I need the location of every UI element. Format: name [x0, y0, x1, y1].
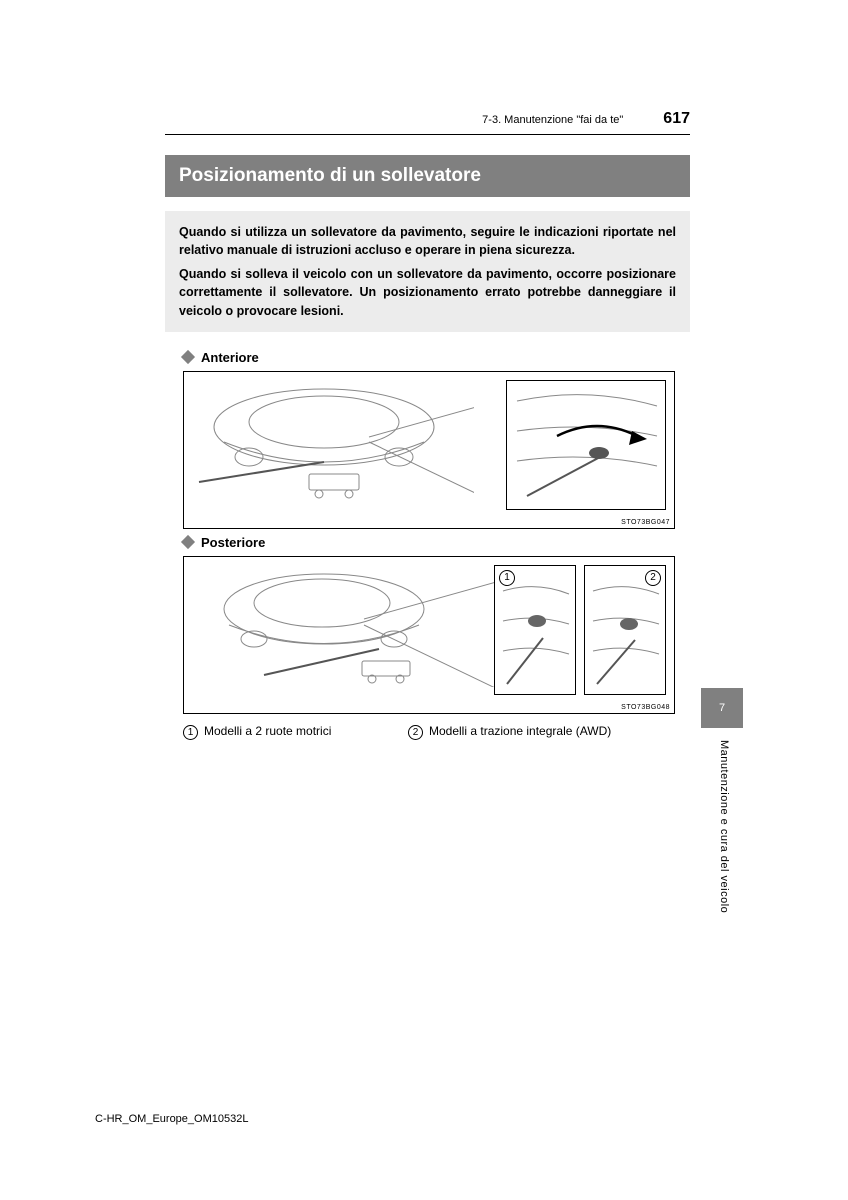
intro-paragraph-1: Quando si utilizza un sollevatore da pav…: [179, 223, 676, 259]
side-section-label: Manutenzione e cura del veicolo: [718, 740, 730, 913]
intro-box: Quando si utilizza un sollevatore da pav…: [165, 211, 690, 332]
diamond-icon: [181, 535, 195, 549]
car-front-illustration: [194, 382, 474, 502]
page-number: 617: [663, 110, 690, 128]
page-content: 7-3. Manutenzione "fai da te" 617 Posizi…: [165, 110, 690, 740]
intro-paragraph-2: Quando si solleva il veicolo con un soll…: [179, 265, 676, 319]
subhead-rear-label: Posteriore: [201, 535, 265, 550]
legend-item-1: 1 Modelli a 2 ruote motrici: [183, 724, 398, 740]
subhead-front-label: Anteriore: [201, 350, 259, 365]
legend-num-1: 1: [183, 725, 198, 740]
legend-item-2: 2 Modelli a trazione integrale (AWD): [408, 724, 658, 740]
inset-front-detail: [507, 381, 667, 511]
side-tab: 7: [701, 688, 743, 728]
callout-badge-2: 2: [645, 570, 661, 586]
car-rear-illustration: [194, 567, 494, 687]
inset-front: [506, 380, 666, 510]
page-title: Posizionamento di un sollevatore: [165, 155, 690, 197]
subhead-front: Anteriore: [183, 350, 690, 365]
legend-text-1: Modelli a 2 ruote motrici: [204, 724, 331, 738]
legend-num-2: 2: [408, 725, 423, 740]
page-header: 7-3. Manutenzione "fai da te" 617: [165, 110, 690, 135]
subhead-rear: Posteriore: [183, 535, 690, 550]
inset-rear-1: 1: [494, 565, 576, 695]
legend-text-2: Modelli a trazione integrale (AWD): [429, 724, 649, 738]
callout-badge-1: 1: [499, 570, 515, 586]
diamond-icon: [181, 350, 195, 364]
legend-row: 1 Modelli a 2 ruote motrici 2 Modelli a …: [183, 724, 690, 740]
figure-code-rear: STO73BG048: [621, 704, 670, 711]
footer-code: C-HR_OM_Europe_OM10532L: [95, 1113, 248, 1125]
figure-front: STO73BG047: [183, 371, 675, 529]
section-path: 7-3. Manutenzione "fai da te": [482, 114, 623, 126]
inset-rear-2: 2: [584, 565, 666, 695]
figure-rear: 1 2 STO73BG048: [183, 556, 675, 714]
figure-code-front: STO73BG047: [621, 519, 670, 526]
